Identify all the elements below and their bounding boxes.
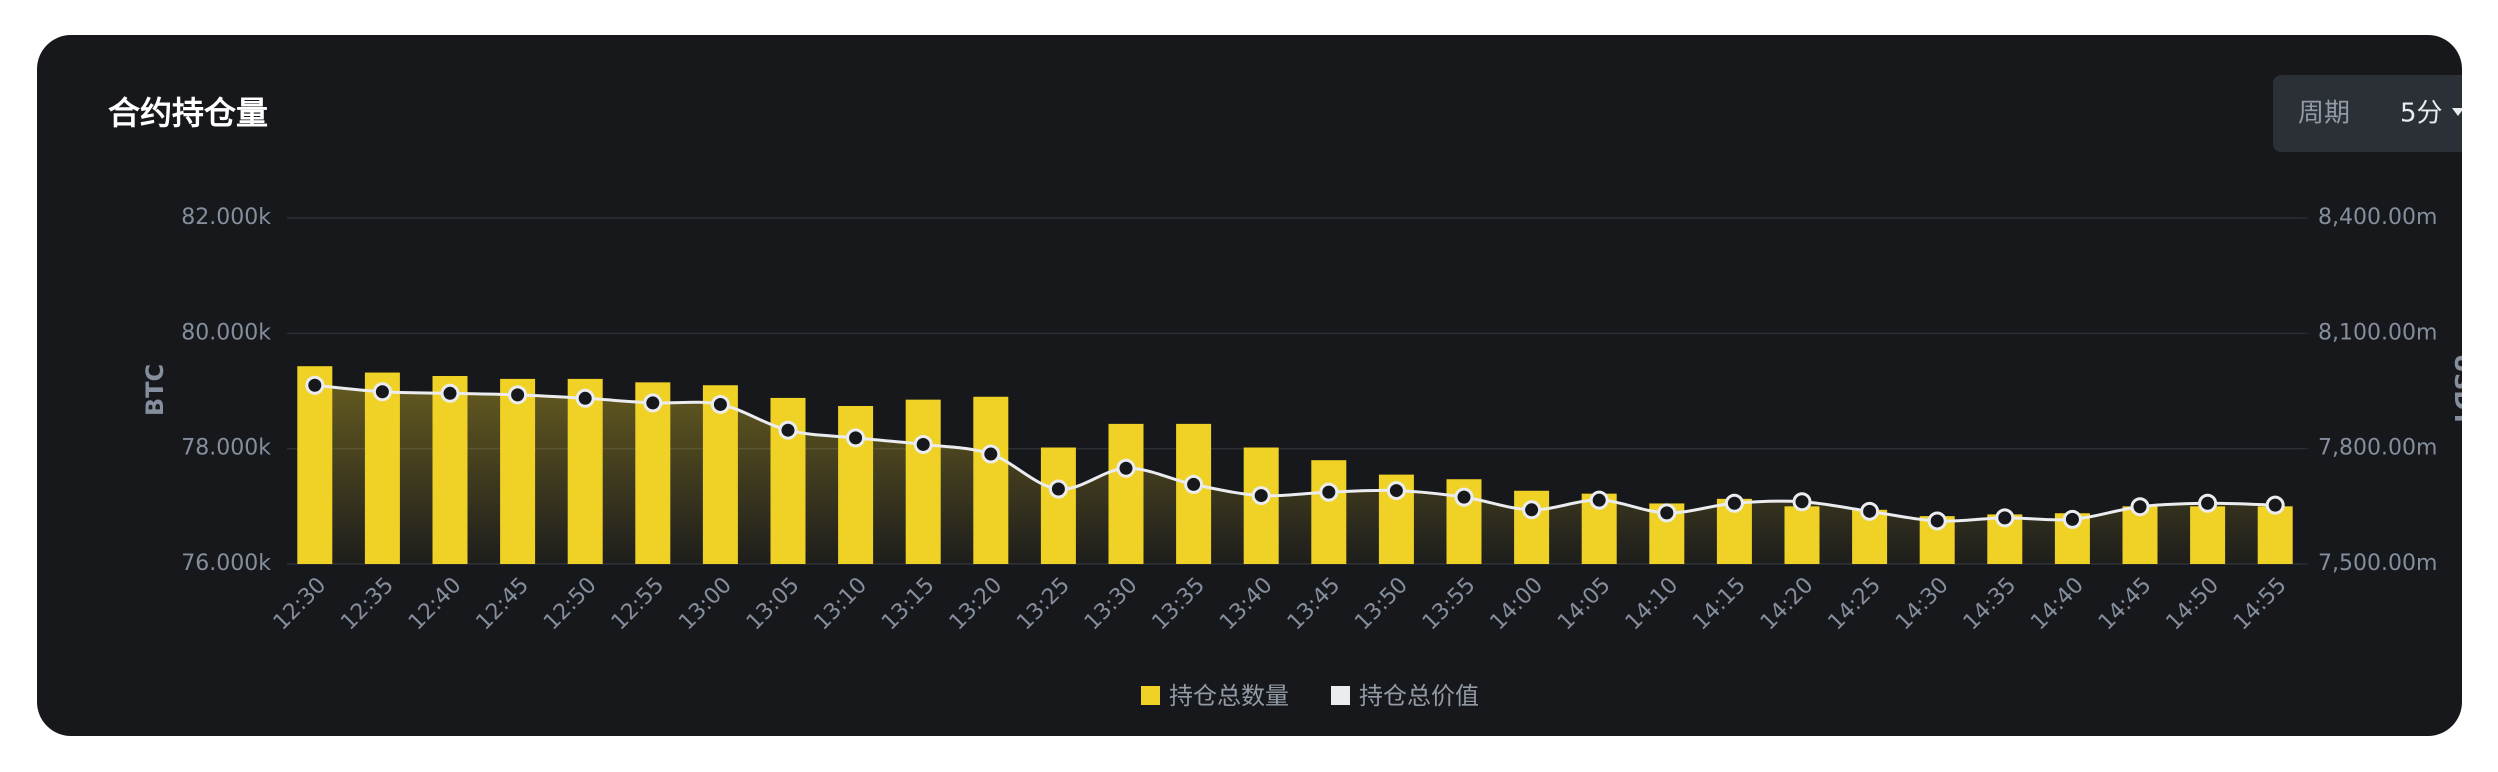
y2-tick-label: 7,500.00m — [2318, 551, 2437, 576]
line-point — [1927, 511, 1947, 531]
line-point — [2265, 495, 2285, 515]
y-axis-label: BTC — [141, 364, 169, 416]
line-point — [778, 420, 798, 440]
y2-tick-label: 8,100.00m — [2318, 320, 2437, 345]
chart-title: 合约持仓量 — [108, 94, 268, 132]
line-point — [440, 383, 460, 403]
line-point — [1184, 474, 1204, 494]
period-label: 周期 — [2298, 99, 2350, 129]
card-background — [37, 35, 2462, 736]
y2-tick-label: 8,400.00m — [2318, 205, 2437, 230]
line-point — [2062, 509, 2082, 529]
line-point — [1386, 481, 1406, 501]
line-point — [372, 382, 392, 402]
line-point — [305, 375, 325, 395]
dropdown-arrow — [2452, 108, 2462, 116]
line-point — [846, 428, 866, 448]
line-point — [1251, 486, 1271, 506]
legend-swatch — [1141, 686, 1160, 705]
line-area — [314, 385, 2276, 564]
line-point — [1522, 500, 1542, 520]
line-point — [1724, 493, 1744, 513]
y-tick-label: 82.000k — [181, 205, 271, 230]
line-point — [1454, 487, 1474, 507]
line-point — [1657, 503, 1677, 523]
y2-axis-label: USDT — [2449, 353, 2477, 427]
y-tick-label: 78.000k — [181, 436, 271, 461]
period-value[interactable]: 5分 — [2400, 99, 2443, 129]
card: 合约持仓量 周期 5分 BTC USDT 76.000k 78.000k 80.00… — [37, 35, 2493, 736]
y2-tick-label: 7,800.00m — [2318, 436, 2437, 461]
legend-label: 持仓总价值 — [1359, 682, 1479, 710]
line-point — [1860, 501, 1880, 521]
line-point — [981, 444, 1001, 464]
period-selector[interactable] — [2273, 75, 2493, 152]
line-point — [1319, 482, 1339, 502]
legend-label: 持仓总数量 — [1169, 682, 1289, 710]
line-point — [913, 434, 933, 454]
line-point — [643, 393, 663, 413]
line-point — [2130, 497, 2150, 517]
line-point — [1048, 479, 1068, 499]
y-tick-label: 80.000k — [181, 320, 271, 345]
y-tick-label: 76.000k — [181, 551, 271, 576]
line-point — [508, 385, 528, 405]
legend-swatch — [1331, 686, 1350, 705]
line-point — [1116, 458, 1136, 478]
line-point — [1589, 490, 1609, 510]
line-point — [1792, 492, 1812, 512]
line-point — [2198, 493, 2218, 513]
line-point — [710, 394, 730, 414]
line-point — [575, 388, 595, 408]
line-point — [1995, 508, 2015, 528]
